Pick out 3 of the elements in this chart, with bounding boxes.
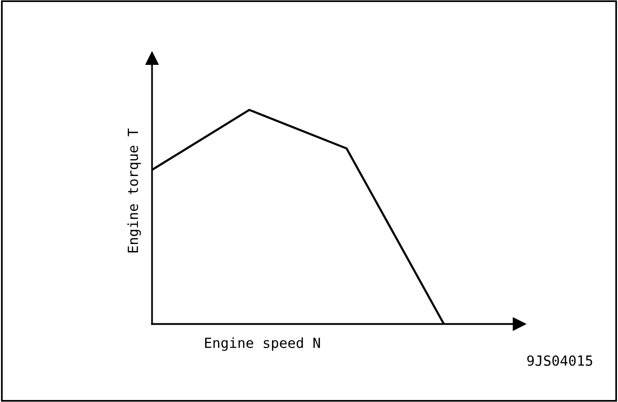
text: 9JS04015	[527, 355, 592, 366]
x-axis-title: Engine speed N	[205, 337, 320, 351]
y-axis-title: Engine torque T	[127, 128, 141, 252]
